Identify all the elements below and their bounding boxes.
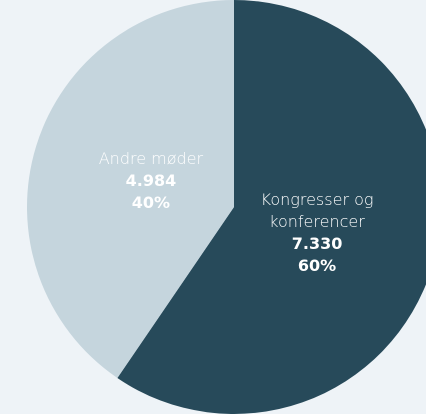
category-label: Andre møder [98,149,204,169]
value-label: 7.330 [291,233,343,253]
slice-label: Kongresser og konferencer 7.330 60% [242,189,392,277]
category-label: Kongresser og konferencer [260,189,374,231]
pie-slice [117,0,426,414]
percent-label: 40% [131,193,171,213]
slice-label: Andre møder 4.984 40% [76,148,226,214]
pie-slice [26,0,234,379]
percent-label: 60% [297,255,337,275]
value-label: 4.984 [125,171,177,191]
